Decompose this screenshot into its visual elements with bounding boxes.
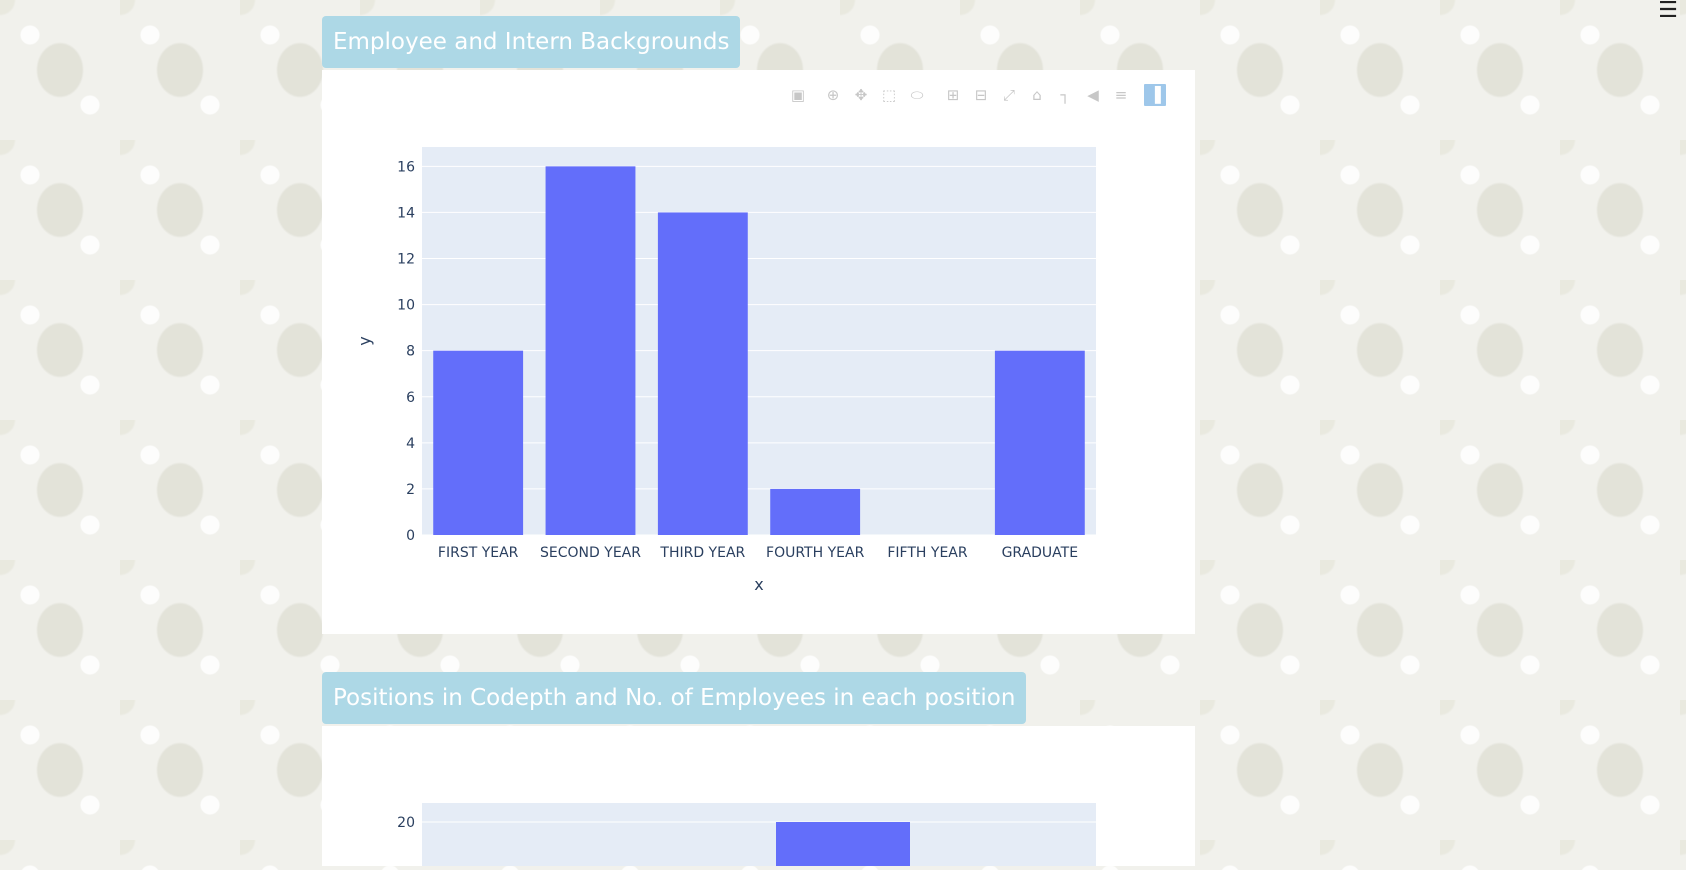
hover-closest-icon[interactable]: ◀ [1087,86,1099,104]
y-axis-label: y [355,336,374,345]
zoom-icon[interactable]: ⊕ [826,86,840,104]
chart-panel-positions: 20 [322,726,1195,870]
bar[interactable] [776,822,910,870]
bar-graduate[interactable] [994,350,1085,535]
x-tick-label: FOURTH YEAR [766,545,865,561]
reset-axes-icon[interactable]: ⌂ [1032,86,1042,104]
bar-fourth-year[interactable] [770,488,861,535]
zoom-in-icon[interactable]: ⊞ [946,86,960,104]
x-tick-label: FIFTH YEAR [887,545,967,561]
y-tick-label: 10 [397,298,415,314]
bar-chart-backgrounds: 0 2 4 6 8 10 12 14 16 FIRST YEAR SECOND YEAR THIRD … [355,147,1096,594]
plotly-logo-icon[interactable]: ▐ [1144,84,1166,106]
section-title-positions: Positions in Codepth and No. of Employee… [322,672,1027,724]
plot-area [422,147,1096,535]
menu-icon[interactable]: ☰ [1658,0,1678,23]
y-tick-label: 14 [397,205,415,221]
x-tick-label: SECOND YEAR [540,545,641,561]
plot-area [422,803,1096,866]
pan-icon[interactable]: ✥ [854,86,868,104]
x-tick-label: THIRD YEAR [659,545,745,561]
box-select-icon[interactable]: ⬚ [881,86,897,104]
y-tick-label: 2 [406,482,415,498]
lasso-select-icon[interactable]: ⬭ [910,86,924,104]
zoom-out-icon[interactable]: ⊟ [974,86,988,104]
camera-icon[interactable]: ▣ [790,86,806,104]
y-tick-label: 4 [406,436,415,452]
y-tick-label: 12 [397,252,415,268]
y-tick-label: 20 [397,815,415,831]
x-axis-label: x [754,575,763,594]
x-tick-label: GRADUATE [1002,545,1079,561]
bar-second-year[interactable] [545,166,636,535]
bar-first-year[interactable] [433,350,524,535]
x-tick-label: FIRST YEAR [438,545,519,561]
autoscale-icon[interactable]: ⤢ [1002,86,1015,104]
y-tick-label: 16 [397,159,415,175]
bar-third-year[interactable] [657,212,748,535]
section-title-backgrounds: Employee and Intern Backgrounds [322,16,741,68]
y-tick-label: 8 [406,344,415,360]
bar-chart-positions: 20 [397,803,1096,870]
hover-compare-icon[interactable]: ≡ [1114,86,1128,104]
y-tick-label: 0 [406,528,415,544]
chart-panel-backgrounds: ▣ ⊕ ✥ ⬚ ⬭ ⊞ ⊟ ⤢ ⌂ ┐ ◀ ≡ ▐ 0 2 4 6 8 10 12 14 16 FIRST YEAR SEC… [322,70,1195,634]
spike-lines-icon[interactable]: ┐ [1060,86,1070,104]
y-tick-label: 6 [406,390,415,406]
